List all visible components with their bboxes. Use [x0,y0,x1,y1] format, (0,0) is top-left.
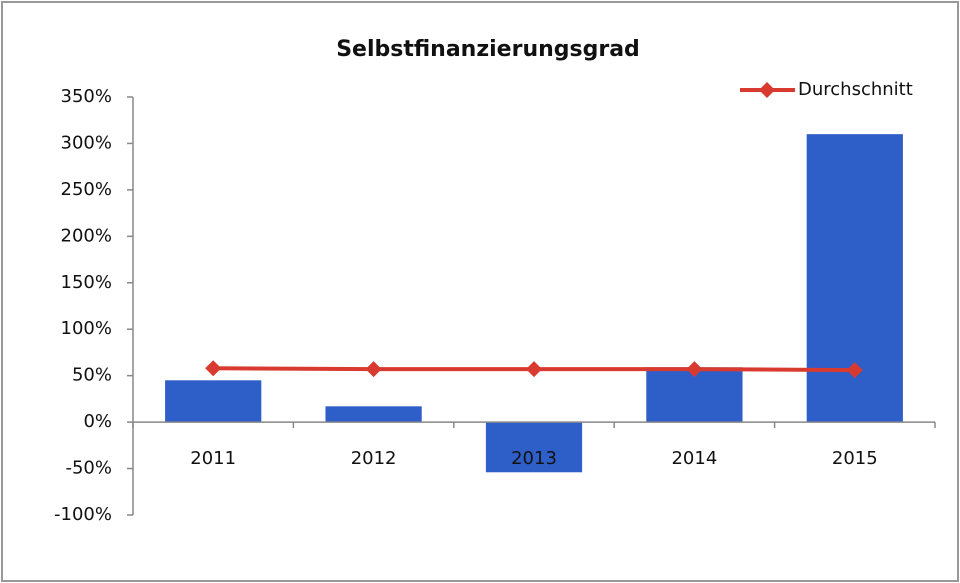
y-tick-label: 50% [72,365,112,386]
bar [485,422,583,473]
y-tick-label: 200% [61,225,112,246]
x-tick-label: 2014 [671,448,717,469]
marker [526,361,542,378]
marker [205,360,222,377]
x-tick-label: 2011 [190,448,236,469]
x-tick-label: 2013 [511,448,557,469]
legend-label: Durchschnitt [798,79,913,100]
y-tick-label: 150% [61,272,112,293]
x-tick-label: 2015 [832,448,878,469]
y-tick-label: -50% [65,458,112,479]
y-tick-label: 250% [61,179,112,200]
x-tick-label: 2012 [351,448,397,469]
y-tick-label: 100% [61,318,112,339]
y-tick-label: -100% [54,504,112,525]
marker [686,361,703,378]
marker [365,361,382,378]
marker [846,362,863,379]
y-tick-label: 350% [61,86,112,107]
y-tick-label: 300% [61,132,112,153]
legend-marker [759,82,775,98]
chart-title: Selbstfinanzierungsgrad [336,37,640,62]
bar [806,134,903,423]
bar [325,406,422,423]
bar [165,380,262,423]
y-tick-label: 0% [83,411,112,432]
